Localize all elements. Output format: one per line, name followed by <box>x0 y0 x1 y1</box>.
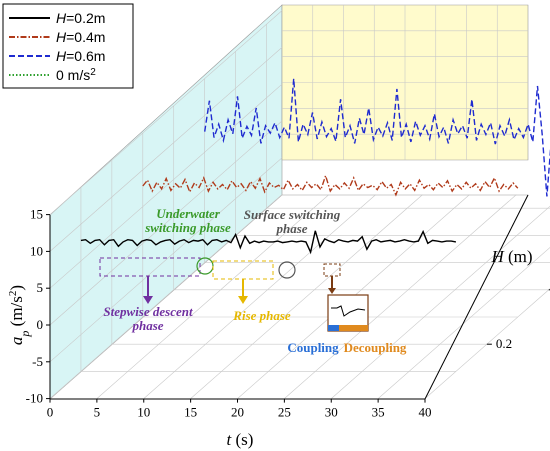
legend-val: 0 m/s <box>56 67 90 83</box>
y-tick-label: -5 <box>32 354 43 369</box>
stepwise-label-line: phase <box>131 318 163 333</box>
legend-label: H=0.4m <box>56 29 105 45</box>
y-tick-label: -10 <box>26 391 43 406</box>
y-tick-label: 10 <box>30 243 43 258</box>
surface-label: Surface switching phase <box>244 207 341 236</box>
coupling-label: Coupling <box>287 340 339 355</box>
legend-label: 0 m/s2 <box>56 67 96 84</box>
decoupling-bar <box>339 325 368 331</box>
surface-label-line: phase <box>275 221 307 236</box>
wall-grid <box>49 5 528 399</box>
legend-val: =0.4m <box>66 29 105 45</box>
legend-label: H=0.6m <box>56 48 105 64</box>
y-axis-label: ap (m/s2) <box>7 285 32 345</box>
z-tick-label: 0.2 <box>496 336 512 351</box>
legend-var: H <box>56 48 67 64</box>
x-tick-label: 5 <box>94 405 101 420</box>
floor-gridline <box>331 205 550 399</box>
surface-label-line: Surface switching <box>244 207 341 222</box>
floor-gridline <box>424 288 550 399</box>
floor-gridline <box>49 194 283 399</box>
legend-val: =0.2m <box>66 10 105 26</box>
series-line-0.6 <box>204 78 550 197</box>
floor-gridline <box>377 247 550 399</box>
legend-var: H <box>56 29 67 45</box>
wall-gridline <box>49 47 283 252</box>
x-tick-label: 20 <box>231 405 244 420</box>
stepwise-box <box>99 257 201 277</box>
z-axis-label: H (m) <box>490 247 532 266</box>
rise-label: Rise phase <box>232 308 291 323</box>
y-tick-label: 5 <box>37 280 44 295</box>
rise-label-line: Rise phase <box>232 308 291 323</box>
legend-label: H=0.2m <box>56 10 105 26</box>
series-layer <box>80 78 550 255</box>
x-tick-label: 10 <box>137 405 150 420</box>
floor-gridline <box>143 194 376 399</box>
x-tick-label: 0 <box>47 405 54 420</box>
floor-gridline <box>190 194 423 399</box>
x-tick-label: 30 <box>325 405 338 420</box>
inset-arrowhead <box>328 288 336 294</box>
y-tick-label: 0 <box>37 317 44 332</box>
series-line-0.2 <box>80 229 457 255</box>
coupling-bar <box>328 325 339 331</box>
stepwise-label: Stepwise descent phase <box>103 304 193 333</box>
decoupling-label-line: Decoupling <box>344 340 407 355</box>
x-tick-label: 35 <box>372 405 385 420</box>
rise-arrowhead <box>238 296 248 304</box>
underwater-label: Underwater switching phase <box>144 206 231 235</box>
series-line-0.4 <box>142 173 519 197</box>
x-tick-label: 40 <box>419 405 432 420</box>
legend-var: H <box>56 10 67 26</box>
floor-gridline <box>96 194 330 399</box>
legend-sup: 2 <box>90 67 96 78</box>
x-tick-label: 15 <box>184 405 197 420</box>
wall-gridline <box>49 120 283 326</box>
legend: H=0.2mH=0.4mH=0.6m0 m/s2 <box>2 3 134 89</box>
z-axis-line <box>424 194 529 400</box>
underwater-label-line: switching phase <box>144 220 231 235</box>
underwater-label-line: Underwater <box>156 206 221 221</box>
inset-trace <box>331 305 366 317</box>
x-axis-label: t (s) <box>227 430 254 449</box>
decoupling-label: Decoupling <box>344 340 407 355</box>
x-tick-label: 25 <box>278 405 291 420</box>
coupling-label-line: Coupling <box>287 340 339 355</box>
wall-gridline <box>49 157 283 363</box>
stepwise-arrowhead <box>143 296 153 304</box>
wall-gridline <box>49 83 283 289</box>
stepwise-label-line: Stepwise descent <box>103 304 193 319</box>
y-tick-label: 15 <box>30 207 43 222</box>
surface-circle <box>278 261 296 279</box>
legend-val: =0.6m <box>66 48 105 64</box>
floor-gridline <box>284 194 517 399</box>
wall-gridline <box>49 10 283 215</box>
